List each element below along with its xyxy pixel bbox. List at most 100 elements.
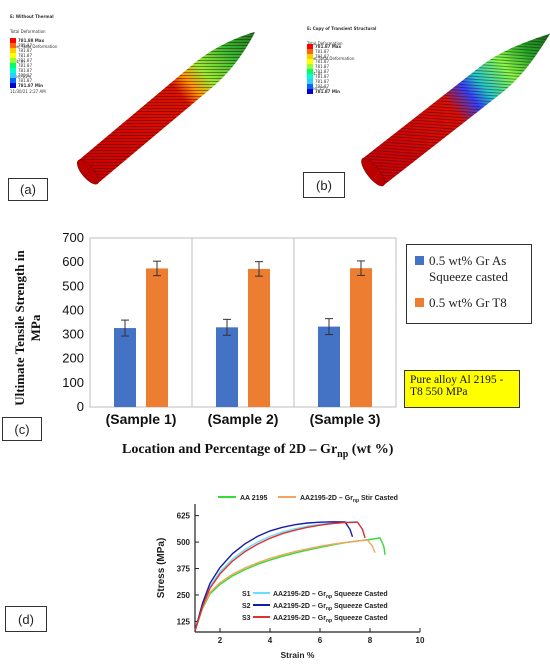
legend-row: 781.87: [307, 64, 341, 69]
legend-label: AA2195-2D – Grnp Squeeze Casted: [273, 615, 388, 624]
y-tick-label: 125: [177, 617, 191, 626]
legend-label: S1: [242, 591, 251, 598]
legend-color-swatch: [307, 74, 313, 79]
y-tick-label: 200: [62, 351, 84, 366]
x-tick-label: 6: [318, 636, 323, 645]
x-axis-label-tail: (wt %): [348, 442, 394, 457]
legend-value: 781.87: [18, 78, 32, 83]
legend-swatch: [415, 256, 424, 265]
legend-value: 781.87: [18, 58, 32, 63]
legend-row: 781.87: [307, 49, 341, 54]
legend-row: 781.87: [10, 48, 44, 53]
y-axis-label: Ultimate Tensile Strength in MPa: [12, 228, 48, 428]
legend-value: 781.87: [18, 68, 32, 73]
legend-entry: 0.5 wt% Gr As Squeeze casted: [415, 253, 527, 285]
y-tick-label: 500: [177, 538, 191, 547]
legend-prefix: S2: [242, 603, 251, 610]
y-tick-label: 500: [62, 278, 84, 293]
panel-a-color-legend: 781.88 Max 781.87 781.87 781.87 781.87 781.87…: [10, 38, 44, 88]
panel-a-deformation-model: [77, 31, 255, 185]
panel-a-label: (a): [8, 178, 48, 201]
legend-label: 0.5 wt% Gr As Squeeze casted: [429, 253, 509, 284]
legend-label: AA2195-2D – Grnp Squeeze Casted: [273, 591, 388, 600]
bar: [318, 326, 340, 407]
legend-value: 781.87: [315, 49, 329, 54]
legend-color-swatch: [307, 54, 313, 59]
legend-name-main: AA2195-2D – Gr: [273, 603, 326, 610]
header-line: E: Without Thermal: [10, 14, 54, 19]
panel-d-label: (d): [5, 606, 47, 632]
header-line: Total Deformation: [307, 41, 343, 46]
legend-name-tail: Squeeze Casted: [332, 603, 388, 610]
legend-row: 781.87: [307, 79, 341, 84]
legend-value: 781.87: [18, 73, 32, 78]
legend-name-tail: Squeeze Casted: [332, 591, 388, 598]
legend-color-swatch: [307, 64, 313, 69]
legend-color-swatch: [307, 49, 313, 54]
y-axis-title: Stress (MPa): [156, 538, 167, 599]
legend-name: AA 2195: [240, 495, 267, 502]
legend-name-tail: Squeeze Casted: [332, 615, 388, 622]
x-axis-label-sub: np: [337, 448, 349, 460]
legend-row: 781.88 Max: [10, 38, 44, 43]
x-tick-label: 4: [268, 636, 273, 645]
legend-row: 781.87: [10, 58, 44, 63]
legend-value: 781.87: [315, 64, 329, 69]
panel-b: E: Copy of Transient Structural Total De…: [275, 0, 550, 200]
legend-label: AA2195-2D – Grnp Squeeze Casted: [273, 603, 388, 612]
legend-label: S3: [242, 615, 251, 622]
legend-row: 781.87: [10, 68, 44, 73]
x-axis-label-main: Location and Percentage of 2D – Gr: [122, 442, 338, 457]
legend-row: 781.87: [307, 69, 341, 74]
legend-name-sub: np: [326, 606, 332, 612]
legend-row: 781.87: [10, 53, 44, 58]
header-line: E: Copy of Transient Structural: [307, 26, 377, 31]
legend-name-sub: np: [326, 594, 332, 600]
legend-prefix: S3: [242, 615, 251, 622]
legend-label: S2: [242, 603, 251, 610]
legend-row: 781.87: [10, 43, 44, 48]
curve: [194, 521, 366, 632]
bar: [146, 268, 168, 407]
curve: [194, 539, 376, 632]
legend-value: 781.87: [18, 48, 32, 53]
y-tick-label: 250: [177, 591, 191, 600]
legend-color-swatch: [307, 69, 313, 74]
panel-c-label: (c): [2, 417, 42, 441]
bar-legend: 0.5 wt% Gr As Squeeze casted 0.5 wt% Gr …: [406, 244, 532, 324]
x-tick-label: 8: [368, 636, 373, 645]
header-line: 11/30/21 2:27 AM: [10, 89, 46, 94]
legend-color-swatch: [10, 48, 16, 53]
legend-value: 781.87: [315, 74, 329, 79]
legend-value: 781.87: [18, 53, 32, 58]
y-tick-label: 625: [177, 512, 191, 521]
legend-name-main: AA2195-2D – Gr: [273, 615, 326, 622]
y-tick-label: 700: [62, 230, 84, 245]
legend-row: 781.87: [307, 59, 341, 64]
legend-value: 781.87: [18, 63, 32, 68]
legend-color-swatch: [10, 63, 16, 68]
panel-b-label: (b): [303, 172, 345, 198]
legend-value: 781.87: [315, 59, 329, 64]
legend-color-swatch: [10, 58, 16, 63]
panel-b-color-legend: 781.87 Max 781.87 781.87 781.87 781.87 781.87…: [307, 44, 341, 94]
legend-value: 781.87: [315, 79, 329, 84]
y-tick-label: 400: [62, 302, 84, 317]
bar: [114, 328, 136, 407]
legend-value: 781.87 Max: [315, 44, 342, 49]
x-tick-label: (Sample 2): [208, 411, 279, 427]
x-tick-label: 10: [416, 636, 425, 645]
curve: [194, 521, 354, 632]
legend-row: 781.87: [307, 84, 341, 89]
legend-name-sub: np: [353, 498, 359, 504]
y-tick-label: 100: [62, 375, 84, 390]
legend-color-swatch: [307, 84, 313, 89]
legend-color-swatch: [307, 59, 313, 64]
legend-color-swatch: [307, 44, 313, 49]
panel-b-deformation-model: [361, 33, 550, 187]
panel-d: 125 250 375 500 625 2 4 6 8 10 Strain % Stress (MPa…: [0, 490, 550, 665]
legend-row: 781.87: [307, 54, 341, 59]
pure-alloy-note: Pure alloy Al 2195 - T8 550 MPa: [404, 370, 520, 408]
y-tick-label: 600: [62, 254, 84, 269]
legend-color-swatch: [10, 38, 16, 43]
